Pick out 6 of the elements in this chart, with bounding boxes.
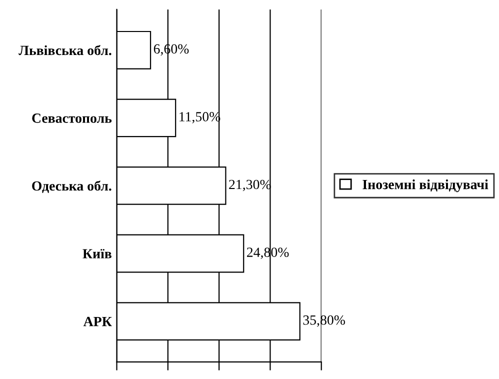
legend-label: Іноземні відвідувачі	[362, 179, 488, 192]
y-tick-label: Одеська обл.	[32, 180, 112, 193]
y-tick-label: Київ	[82, 249, 112, 258]
y-tick-label: Львівська обл.	[18, 45, 112, 56]
y-tick-label: АРК	[83, 316, 112, 326]
y-tick-label: Севастополь	[32, 114, 112, 123]
